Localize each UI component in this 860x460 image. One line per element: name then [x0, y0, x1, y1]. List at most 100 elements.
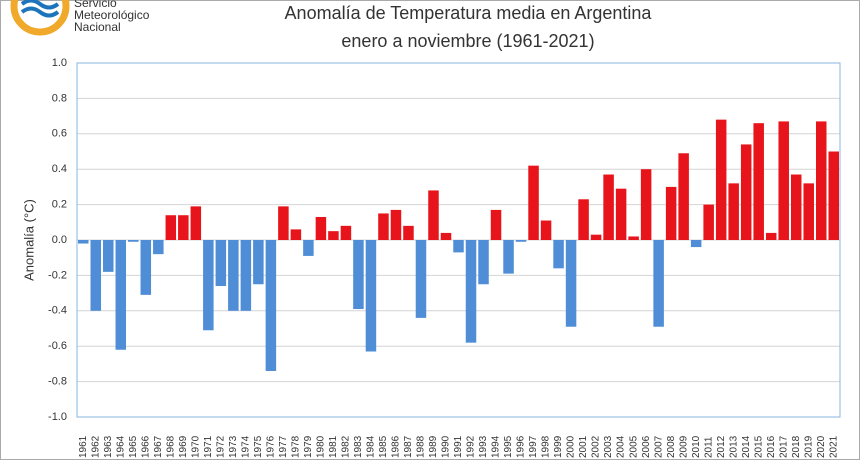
x-tick-label: 1992: [466, 435, 477, 458]
chart-title: Anomalía de Temperatura media en Argenti…: [285, 3, 653, 23]
x-tick-label: 1964: [115, 435, 126, 458]
x-tick-label: 2018: [791, 435, 802, 458]
x-tick-label: 1965: [128, 435, 139, 458]
bar: [815, 121, 827, 240]
x-tick-label: 2003: [603, 435, 614, 458]
bar: [703, 204, 714, 240]
y-tick-label: 0.8: [52, 92, 67, 104]
bar: [440, 232, 452, 240]
x-tick-label: 2019: [803, 435, 814, 458]
y-tick-label: -0.6: [48, 340, 67, 352]
bar: [290, 229, 302, 240]
bar: [653, 240, 664, 327]
y-tick-label: -0.2: [48, 269, 67, 281]
bar: [540, 220, 552, 240]
x-tick-label: 1994: [491, 435, 502, 458]
bar: [428, 190, 439, 240]
bar: [715, 119, 727, 240]
x-tick-label: 1985: [378, 435, 389, 458]
x-tick-label: 1990: [441, 435, 452, 458]
bar: [215, 240, 227, 287]
bar: [165, 215, 177, 240]
bar: [228, 240, 239, 311]
plot-border: [76, 62, 841, 418]
x-tick-label: 2011: [703, 436, 714, 458]
y-tick-label: 0.2: [52, 199, 67, 211]
x-tick-label: 1968: [165, 435, 176, 458]
x-tick-label: 1976: [266, 435, 277, 458]
x-tick-label: 1966: [140, 435, 151, 458]
x-tick-label: 2006: [641, 435, 652, 458]
x-tick-label: 1988: [416, 435, 427, 458]
x-tick-label: 2002: [591, 435, 602, 458]
x-tick-label: 1962: [90, 435, 101, 458]
y-tick-label: -0.4: [48, 305, 67, 317]
bar: [640, 169, 652, 240]
bar: [265, 240, 277, 371]
y-tick-label: -1.0: [48, 411, 67, 423]
x-tick-label: 1970: [190, 435, 201, 458]
bar: [115, 240, 127, 350]
bar: [390, 209, 402, 240]
bar: [103, 240, 114, 272]
bar: [240, 240, 252, 311]
bar: [503, 240, 514, 274]
x-tick-label: 1987: [403, 435, 414, 458]
bar: [528, 165, 539, 240]
bar: [190, 206, 202, 240]
logo-waves: [20, 0, 60, 18]
bar: [278, 206, 289, 240]
x-tick-label: 2016: [766, 435, 777, 458]
x-tick-label: 1980: [316, 435, 327, 458]
x-tick-label: 1997: [528, 435, 539, 458]
bar: [753, 123, 764, 240]
bar: [553, 240, 564, 269]
x-tick-label: 1983: [353, 435, 364, 458]
y-axis-label: Anomalía (°C): [21, 199, 36, 281]
bar: [465, 240, 477, 343]
bar: [453, 240, 464, 253]
x-tick-label: 2009: [678, 435, 689, 458]
x-tick-label: 1995: [503, 435, 514, 458]
bar: [628, 236, 639, 240]
bar: [178, 215, 189, 240]
x-tick-label: 1975: [253, 435, 264, 458]
x-tick-label: 2014: [741, 435, 752, 458]
bar: [403, 225, 414, 240]
logo-text: Servicio: [74, 0, 117, 10]
x-tick-label: 2013: [728, 435, 739, 458]
x-tick-label: 1969: [178, 435, 189, 458]
bar: [378, 213, 389, 240]
bar: [478, 240, 489, 285]
bar: [303, 240, 314, 256]
bar: [678, 153, 689, 240]
bar: [353, 240, 364, 310]
bar: [790, 174, 802, 240]
x-tick-label: 2017: [778, 435, 789, 458]
logo: Servicio Meteorológico Nacional: [10, 0, 150, 36]
bar: [253, 240, 264, 285]
bar: [153, 240, 164, 255]
bar: [490, 209, 502, 240]
x-tick-label: 1977: [278, 435, 289, 458]
bar: [365, 240, 377, 352]
x-tick-label: 2012: [716, 435, 727, 458]
x-tick-label: 1991: [453, 435, 464, 458]
bar: [665, 186, 677, 240]
x-tick-label: 1999: [553, 435, 564, 458]
y-tick-label: -0.8: [48, 376, 67, 388]
bar: [828, 151, 839, 240]
x-tick-label: 1984: [366, 435, 377, 458]
y-tick-label: 0.6: [52, 128, 67, 140]
x-tick-label: 2020: [816, 435, 827, 458]
x-tick-label: 2005: [628, 435, 639, 458]
x-tick-label: 1972: [215, 435, 226, 458]
x-tick-label: 1971: [203, 435, 214, 458]
logo-text: Meteorológico: [74, 8, 150, 22]
bar: [565, 240, 577, 327]
x-tick-label: 2000: [566, 435, 577, 458]
x-tick-label: 1973: [228, 435, 239, 458]
bar: [515, 240, 527, 242]
